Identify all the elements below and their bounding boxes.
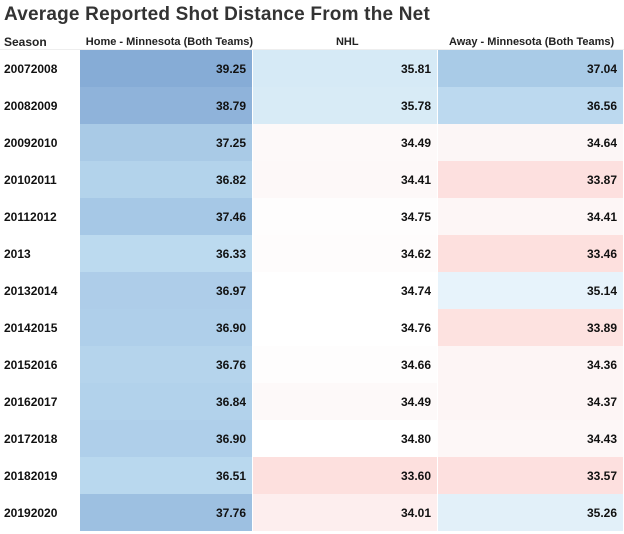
table-row: 20192020 37.76 34.01 35.26 bbox=[0, 494, 624, 531]
away-value-cell[interactable]: 35.26 bbox=[438, 494, 624, 531]
season-cell[interactable]: 20142015 bbox=[4, 320, 58, 335]
home-value-cell[interactable]: 36.33 bbox=[80, 235, 253, 272]
nhl-value-cell[interactable]: 34.01 bbox=[253, 494, 438, 531]
nhl-value-cell[interactable]: 33.60 bbox=[253, 457, 438, 494]
page-title: Average Reported Shot Distance From the … bbox=[4, 4, 430, 25]
away-header[interactable]: Away - Minnesota (Both Teams) bbox=[448, 36, 615, 48]
nhl-value-cell[interactable]: 34.75 bbox=[253, 198, 438, 235]
away-value-cell[interactable]: 34.37 bbox=[438, 383, 624, 420]
home-header[interactable]: Home - Minnesota (Both Teams) bbox=[85, 36, 254, 48]
table-row: 20172018 36.90 34.80 34.43 bbox=[0, 420, 624, 457]
home-value-cell[interactable]: 37.46 bbox=[80, 198, 253, 235]
nhl-value-cell[interactable]: 34.62 bbox=[253, 235, 438, 272]
nhl-value-cell[interactable]: 34.80 bbox=[253, 420, 438, 457]
season-cell[interactable]: 20132014 bbox=[4, 283, 58, 298]
away-value-cell[interactable]: 34.64 bbox=[438, 124, 624, 161]
table-row: 20132014 36.97 34.74 35.14 bbox=[0, 272, 624, 309]
season-cell[interactable]: 20102011 bbox=[4, 172, 57, 187]
away-value-cell[interactable]: 37.04 bbox=[438, 50, 624, 87]
season-cell[interactable]: 20152016 bbox=[4, 357, 58, 372]
table-row: 20142015 36.90 34.76 33.89 bbox=[0, 309, 624, 346]
season-cell[interactable]: 20192020 bbox=[4, 505, 58, 520]
away-value-cell[interactable]: 35.14 bbox=[438, 272, 624, 309]
season-cell[interactable]: 20092010 bbox=[4, 135, 58, 150]
nhl-value-cell[interactable]: 35.81 bbox=[253, 50, 438, 87]
away-value-cell[interactable]: 34.43 bbox=[438, 420, 624, 457]
nhl-value-cell[interactable]: 34.76 bbox=[253, 309, 438, 346]
table-row: 20182019 36.51 33.60 33.57 bbox=[0, 457, 624, 494]
season-cell[interactable]: 20182019 bbox=[4, 468, 58, 483]
nhl-value-cell[interactable]: 34.74 bbox=[253, 272, 438, 309]
home-value-cell[interactable]: 36.82 bbox=[80, 161, 253, 198]
away-value-cell[interactable]: 33.87 bbox=[438, 161, 624, 198]
nhl-header[interactable]: NHL bbox=[335, 36, 359, 48]
home-value-cell[interactable]: 37.25 bbox=[80, 124, 253, 161]
nhl-value-cell[interactable]: 34.49 bbox=[253, 383, 438, 420]
season-cell[interactable]: 20082009 bbox=[4, 98, 58, 113]
nhl-value-cell[interactable]: 34.66 bbox=[253, 346, 438, 383]
table-row: 20082009 38.79 35.78 36.56 bbox=[0, 87, 624, 124]
table-row: 2013 36.33 34.62 33.46 bbox=[0, 235, 624, 272]
table-row: 20072008 39.25 35.81 37.04 bbox=[0, 50, 624, 87]
home-value-cell[interactable]: 36.84 bbox=[80, 383, 253, 420]
table-row: 20102011 36.82 34.41 33.87 bbox=[0, 161, 624, 198]
nhl-value-cell[interactable]: 34.49 bbox=[253, 124, 438, 161]
away-value-cell[interactable]: 34.41 bbox=[438, 198, 624, 235]
season-cell[interactable]: 20162017 bbox=[4, 394, 58, 409]
home-value-cell[interactable]: 36.51 bbox=[80, 457, 253, 494]
away-value-cell[interactable]: 33.89 bbox=[438, 309, 624, 346]
header-row: Season Home - Minnesota (Both Teams) NHL… bbox=[0, 35, 624, 49]
table-body: 20072008 39.25 35.81 37.04 20082009 38.79 35.7… bbox=[0, 49, 624, 531]
crosstab-table: Season Home - Minnesota (Both Teams) NHL… bbox=[0, 35, 624, 531]
table-row: 20112012 37.46 34.75 34.41 bbox=[0, 198, 624, 235]
away-value-cell[interactable]: 36.56 bbox=[438, 87, 624, 124]
season-cell[interactable]: 2013 bbox=[4, 246, 31, 261]
season-header[interactable]: Season bbox=[4, 35, 47, 49]
home-value-cell[interactable]: 37.76 bbox=[80, 494, 253, 531]
table-row: 20152016 36.76 34.66 34.36 bbox=[0, 346, 624, 383]
home-value-cell[interactable]: 36.90 bbox=[80, 420, 253, 457]
table-row: 20092010 37.25 34.49 34.64 bbox=[0, 124, 624, 161]
home-value-cell[interactable]: 36.76 bbox=[80, 346, 253, 383]
away-value-cell[interactable]: 33.57 bbox=[438, 457, 624, 494]
season-cell[interactable]: 20072008 bbox=[4, 61, 58, 76]
away-value-cell[interactable]: 33.46 bbox=[438, 235, 624, 272]
home-value-cell[interactable]: 39.25 bbox=[80, 50, 253, 87]
season-cell[interactable]: 20112012 bbox=[4, 209, 57, 224]
season-cell[interactable]: 20172018 bbox=[4, 431, 58, 446]
table-row: 20162017 36.84 34.49 34.37 bbox=[0, 383, 624, 420]
away-value-cell[interactable]: 34.36 bbox=[438, 346, 624, 383]
home-value-cell[interactable]: 36.90 bbox=[80, 309, 253, 346]
home-value-cell[interactable]: 36.97 bbox=[80, 272, 253, 309]
nhl-value-cell[interactable]: 34.41 bbox=[253, 161, 438, 198]
nhl-value-cell[interactable]: 35.78 bbox=[253, 87, 438, 124]
home-value-cell[interactable]: 38.79 bbox=[80, 87, 253, 124]
